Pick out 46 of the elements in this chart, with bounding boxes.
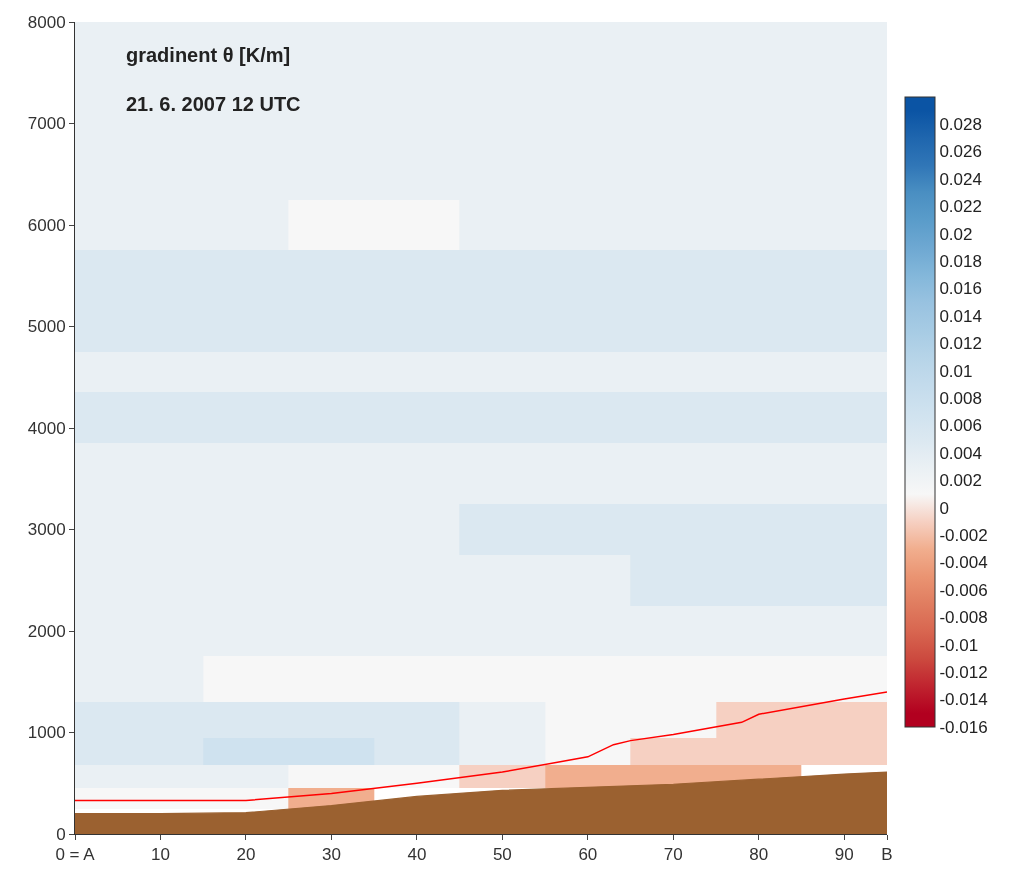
color-bar-label: -0.016	[939, 717, 988, 737]
color-bar-label: -0.006	[939, 580, 988, 600]
x-tick-label: 80	[749, 845, 769, 865]
y-tick-label: 5000	[27, 317, 66, 337]
y-tick-label: 6000	[27, 215, 66, 235]
color-bar-label: 0.02	[939, 224, 973, 244]
color-bar-label: 0.022	[939, 197, 982, 217]
color-bar-label: 0.018	[939, 252, 982, 272]
text: 21. 6. 2007 12 UTC	[126, 93, 301, 115]
y-tick-label: 7000	[27, 114, 66, 134]
color-bar-label: -0.004	[939, 553, 988, 573]
x-tick-label: 10	[151, 845, 170, 865]
y-tick-label: 0	[56, 824, 66, 844]
x-tick-label: B	[881, 845, 893, 865]
x-tick-label: 20	[236, 845, 256, 865]
color-bar-label: 0	[939, 498, 949, 518]
x-tick-label: 70	[663, 845, 683, 865]
x-tick-label: 0 = A	[55, 845, 96, 865]
x-tick-label: 60	[578, 845, 598, 865]
x-tick-label: 90	[834, 845, 854, 865]
color-bar-label: 0.024	[939, 169, 982, 189]
color-bar-label: 0.028	[939, 115, 982, 135]
x-tick-label: 50	[492, 845, 512, 865]
color-bar-label: -0.002	[939, 525, 988, 545]
x-tick-label: 40	[407, 845, 427, 865]
color-bar-label: 0.026	[939, 142, 982, 162]
y-tick-label: 1000	[27, 723, 66, 743]
line-series	[75, 691, 887, 802]
color-bar-label: 0.016	[939, 279, 982, 299]
color-bar-label: -0.008	[939, 608, 988, 628]
color-bar-label: -0.01	[939, 635, 979, 655]
y-tick-label: 2000	[27, 621, 66, 641]
text: gradinent θ [K/m]	[126, 44, 291, 66]
color-bar-label: 0.004	[939, 443, 982, 463]
color-bar-label: 0.01	[939, 361, 973, 381]
x-tick-label: 30	[321, 845, 341, 865]
color-bar-label: -0.012	[939, 662, 988, 682]
y-tick-label: 3000	[27, 520, 66, 540]
color-bar-label: -0.014	[939, 690, 988, 710]
y-tick-label: 8000	[27, 12, 66, 32]
color-bar-label: 0.002	[939, 471, 982, 491]
color-bar-label: 0.014	[939, 306, 982, 326]
color-bar-label: 0.008	[939, 389, 982, 409]
y-tick-label: 4000	[27, 418, 66, 438]
color-bar-label: 0.006	[939, 416, 982, 436]
color-bar-label: 0.012	[939, 334, 982, 354]
